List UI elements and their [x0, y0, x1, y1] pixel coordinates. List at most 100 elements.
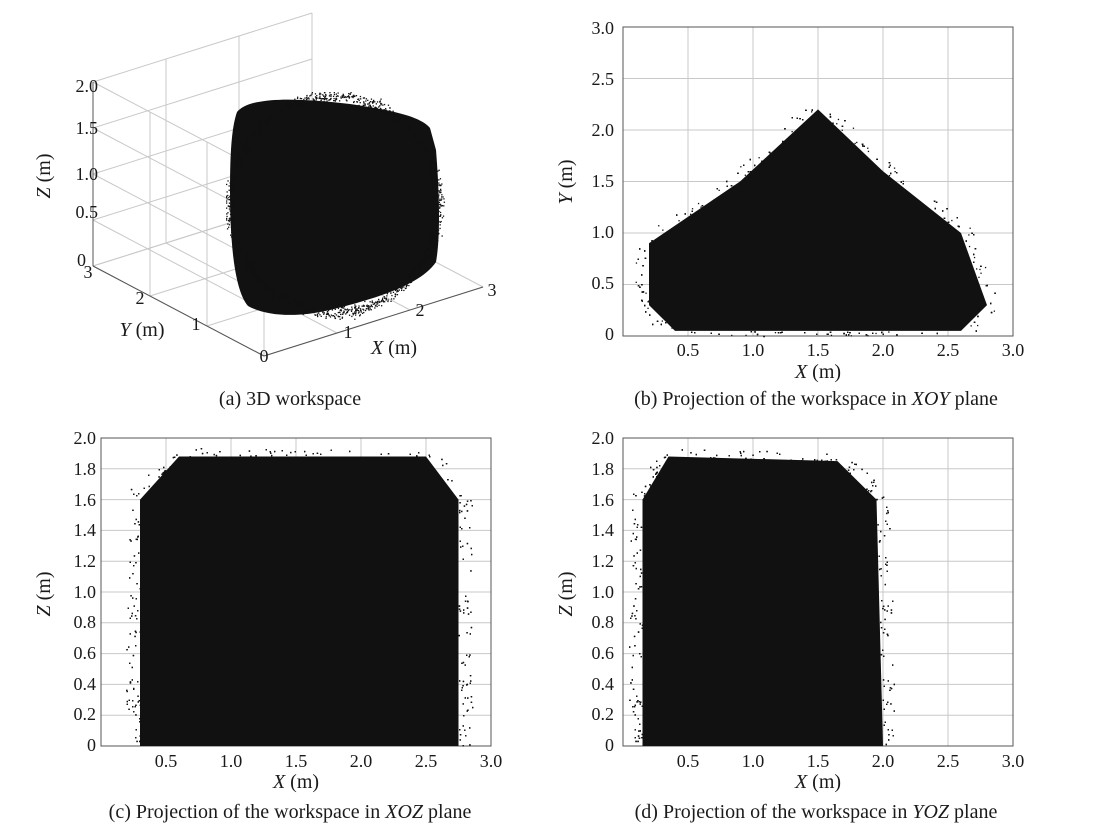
scatter-point	[433, 237, 435, 239]
scatter-point	[135, 538, 137, 540]
y-tick-label: 1.4	[74, 520, 97, 540]
scatter-point	[132, 654, 135, 657]
scatter-point	[935, 201, 938, 203]
scatter-point	[135, 518, 137, 521]
scatter-point	[236, 159, 238, 161]
scatter-point	[257, 282, 260, 284]
scatter-point	[306, 94, 308, 97]
scatter-point	[396, 115, 398, 117]
scatter-point	[437, 220, 440, 222]
scatter-point	[345, 313, 347, 315]
scatter-point	[129, 681, 132, 683]
scatter-point	[294, 451, 296, 453]
scatter-point	[882, 679, 885, 681]
scatter-point	[691, 208, 694, 210]
scatter-point	[287, 101, 290, 104]
scatter-point	[893, 710, 895, 712]
scatter-point	[637, 588, 640, 590]
scatter-point	[128, 646, 130, 648]
scatter-point	[886, 523, 888, 525]
scatter-point	[226, 196, 228, 199]
scatter-point	[246, 253, 248, 255]
scatter-point	[430, 172, 432, 174]
scatter-point	[288, 303, 290, 305]
scatter-point	[337, 307, 340, 310]
scatter-point	[641, 737, 643, 739]
scatter-point	[443, 201, 445, 203]
scatter-point	[264, 122, 266, 124]
scatter-point	[374, 302, 376, 304]
scatter-point	[459, 511, 461, 514]
scatter-point	[231, 216, 234, 218]
scatter-point	[268, 121, 270, 123]
scatter-point	[269, 287, 272, 289]
scatter-point	[410, 136, 413, 138]
scatter-point	[407, 282, 409, 284]
scatter-point	[429, 254, 431, 256]
scatter-point	[228, 218, 230, 220]
scatter-point	[701, 205, 704, 207]
scatter-point	[402, 126, 404, 128]
scatter-point	[368, 102, 371, 104]
scatter-point	[232, 195, 234, 197]
scatter-point	[426, 142, 428, 144]
scatter-point	[436, 239, 438, 241]
scatter-point	[253, 135, 255, 137]
scatter-point	[289, 104, 292, 106]
scatter-point	[375, 103, 377, 105]
scatter-point	[219, 451, 221, 453]
scatter-point	[393, 298, 395, 300]
scatter-point	[435, 228, 437, 230]
scatter-point	[651, 240, 653, 242]
scatter-point	[250, 141, 252, 143]
scatter-point	[406, 280, 408, 283]
scatter-point	[260, 280, 262, 282]
scatter-point	[432, 171, 434, 173]
3d-point-cloud	[226, 92, 445, 320]
scatter-point	[262, 282, 264, 284]
scatter-point	[373, 303, 376, 305]
scatter-point	[942, 210, 944, 212]
scatter-point	[636, 701, 638, 703]
scatter-point	[271, 454, 273, 457]
scatter-point	[375, 107, 377, 109]
scatter-point	[754, 164, 756, 167]
scatter-point	[462, 545, 464, 547]
scatter-point	[294, 306, 296, 309]
scatter-point	[294, 106, 296, 108]
scatter-point	[259, 281, 261, 283]
scatter-point	[437, 231, 439, 233]
scatter-point	[133, 565, 135, 567]
scatter-point	[305, 98, 308, 101]
scatter-point	[440, 220, 442, 223]
scatter-point	[462, 703, 464, 705]
scatter-point	[853, 469, 855, 471]
scatter-point	[437, 170, 439, 172]
scatter-point	[434, 174, 436, 176]
scatter-point	[647, 301, 649, 303]
scatter-point	[412, 272, 414, 274]
scatter-point	[360, 98, 362, 100]
scatter-point	[407, 134, 410, 136]
scatter-point	[431, 177, 433, 180]
scatter-point	[342, 95, 344, 98]
scatter-point	[644, 257, 647, 259]
scatter-point	[250, 269, 252, 271]
scatter-point	[994, 292, 996, 294]
scatter-point	[287, 299, 289, 302]
scatter-point	[460, 495, 462, 497]
scatter-point	[804, 332, 806, 334]
scatter-point	[285, 294, 287, 296]
scatter-point	[873, 481, 875, 483]
scatter-point	[240, 160, 242, 162]
scatter-point	[236, 205, 239, 207]
scatter-point	[363, 309, 365, 311]
scatter-point	[419, 269, 421, 271]
scatter-point	[369, 306, 371, 308]
scatter-point	[251, 269, 253, 271]
scatter-point	[889, 528, 891, 530]
scatter-point	[641, 624, 644, 626]
scatter-point	[374, 307, 376, 309]
scatter-point	[126, 700, 128, 703]
scatter-point	[230, 236, 233, 238]
